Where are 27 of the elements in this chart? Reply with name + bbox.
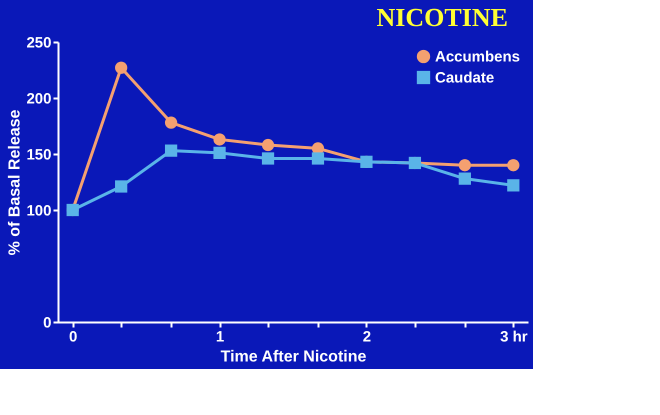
x-tick-label: 2 <box>362 328 372 346</box>
point <box>213 146 226 160</box>
x-tick-label: 3 hr <box>500 328 528 346</box>
y-tick-label: 250 <box>26 34 52 52</box>
point <box>164 116 178 129</box>
point <box>115 180 128 193</box>
y-tick-label: 200 <box>26 90 52 108</box>
y-tick-label: 150 <box>26 146 52 164</box>
x-tick-label: 0 <box>69 328 78 346</box>
point <box>115 62 128 74</box>
y-axis-title: % of Basal Release <box>6 109 24 256</box>
point <box>507 179 520 192</box>
point <box>507 159 520 172</box>
point <box>312 152 324 165</box>
point <box>164 144 178 157</box>
chart-title: NICOTINE <box>376 3 508 32</box>
x-tick-label: 1 <box>216 328 224 346</box>
legend-label: Accumbens <box>435 48 520 66</box>
point <box>262 152 274 165</box>
point <box>213 133 226 146</box>
point <box>458 159 471 172</box>
point <box>458 172 471 185</box>
y-tick-label: 100 <box>26 202 52 220</box>
legend-label: Caudate <box>435 70 494 86</box>
y-tick-label: 0 <box>43 314 52 332</box>
point <box>262 138 274 152</box>
x-axis-title: Time After Nicotine <box>220 348 366 366</box>
